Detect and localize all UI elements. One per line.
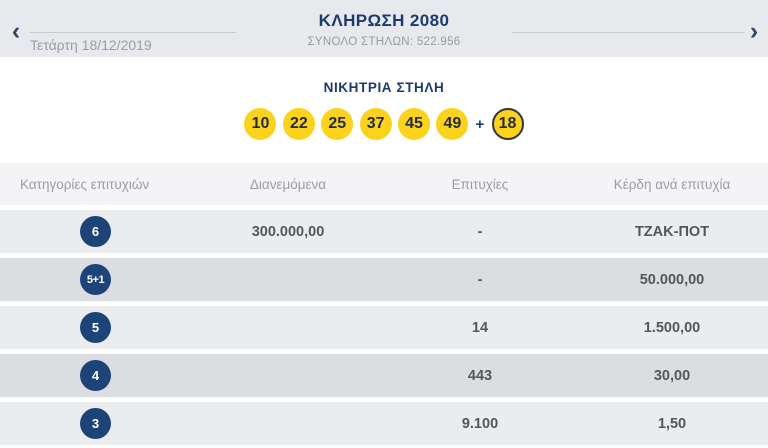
winning-column-heading: ΝΙΚΗΤΡΙΑ ΣΤΗΛΗ xyxy=(323,80,445,95)
chevron-right-icon: › xyxy=(749,17,759,45)
previous-draw-button[interactable]: ‹ xyxy=(4,17,28,45)
number-ball: 25 xyxy=(321,108,354,140)
category-badge: 5 xyxy=(80,312,111,343)
prize-value: 50.000,00 xyxy=(639,271,705,288)
category-badge: 4 xyxy=(80,360,111,391)
table-header-row: Κατηγορίες επιτυχιών Διανεμόμενα Επιτυχί… xyxy=(0,163,768,205)
prize-value: ΤΖΑΚ-ΠΟΤ xyxy=(634,223,710,240)
winners-value: - xyxy=(477,271,483,288)
column-header-distributed: Διανεμόμενα xyxy=(249,176,327,192)
winning-column-section: ΝΙΚΗΤΡΙΑ ΣΤΗΛΗ 10 22 25 37 45 49 + 18 xyxy=(0,57,768,140)
plus-icon: + xyxy=(475,115,485,133)
winners-value: 443 xyxy=(467,367,493,384)
chevron-left-icon: ‹ xyxy=(11,17,21,45)
page-title: ΚΛΗΡΩΣΗ 2080 xyxy=(318,11,450,30)
winning-numbers-row: 10 22 25 37 45 49 + 18 xyxy=(0,108,768,140)
winners-value: 9.100 xyxy=(461,415,499,432)
distributed-value: 300.000,00 xyxy=(251,223,325,240)
column-header-winners: Επιτυχίες xyxy=(451,176,509,192)
column-header-categories: Κατηγορίες επιτυχιών xyxy=(20,176,150,192)
table-row: 5+1 - 50.000,00 xyxy=(0,258,768,301)
table-row: 6 300.000,00 - ΤΖΑΚ-ΠΟΤ xyxy=(0,210,768,253)
category-cell: 3 xyxy=(0,408,170,439)
prize-value: 30,00 xyxy=(653,367,691,384)
header-divider-right xyxy=(512,32,745,33)
results-table: Κατηγορίες επιτυχιών Διανεμόμενα Επιτυχί… xyxy=(0,163,768,445)
category-cell: 4 xyxy=(0,360,170,391)
category-badge: 6 xyxy=(80,216,111,247)
header-divider-left xyxy=(30,32,236,33)
winners-value: 14 xyxy=(471,319,489,336)
category-cell: 6 xyxy=(0,216,170,247)
draw-header: ‹ Τετάρτη 18/12/2019 ΚΛΗΡΩΣΗ 2080 ΣΥΝΟΛΟ… xyxy=(0,0,768,57)
number-ball: 10 xyxy=(244,108,277,140)
category-badge: 3 xyxy=(80,408,111,439)
prize-value: 1.500,00 xyxy=(643,319,701,336)
table-row: 3 9.100 1,50 xyxy=(0,402,768,445)
number-ball: 22 xyxy=(282,108,315,140)
column-header-prize: Κέρδη ανά επιτυχία xyxy=(613,176,731,192)
winners-value: - xyxy=(477,223,483,240)
category-cell: 5+1 xyxy=(0,264,170,295)
next-draw-button[interactable]: › xyxy=(742,17,766,45)
number-ball: 45 xyxy=(397,108,430,140)
joker-number-ball: 18 xyxy=(491,108,524,140)
table-row: 4 443 30,00 xyxy=(0,354,768,397)
draw-date: Τετάρτη 18/12/2019 xyxy=(30,37,152,53)
number-ball: 37 xyxy=(359,108,392,140)
number-ball: 49 xyxy=(436,108,469,140)
category-badge: 5+1 xyxy=(80,264,111,295)
category-cell: 5 xyxy=(0,312,170,343)
table-row: 5 14 1.500,00 xyxy=(0,306,768,349)
total-columns-label: ΣΥΝΟΛΟ ΣΤΗΛΩΝ: 522.956 xyxy=(307,36,461,48)
prize-value: 1,50 xyxy=(657,415,687,432)
